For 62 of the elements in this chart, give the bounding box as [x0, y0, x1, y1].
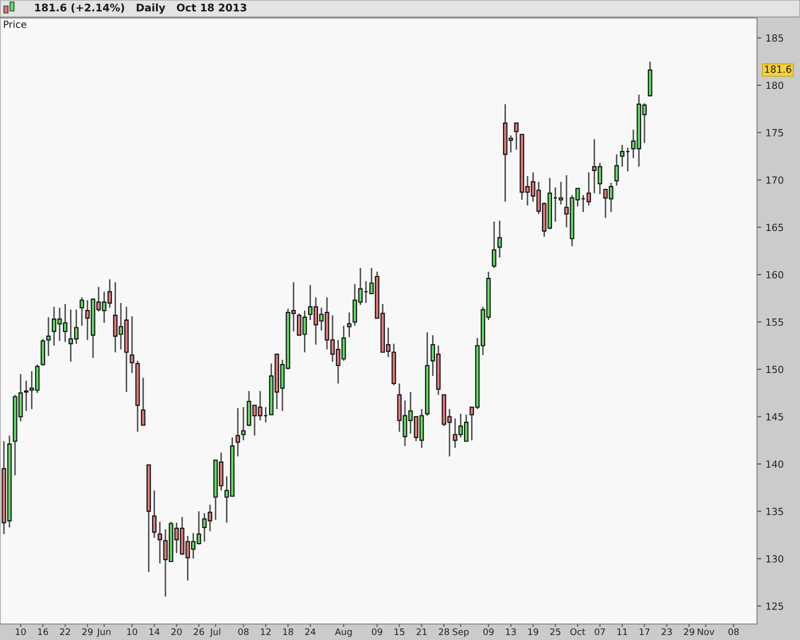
x-tick-label: 24 [305, 628, 316, 636]
x-tick-label: Jun [96, 628, 110, 637]
x-tick-label: 20 [171, 628, 182, 636]
x-tick-label: 10 [16, 628, 26, 636]
x-tick-label: 18 [283, 628, 294, 636]
y-tick-label: 180 [766, 82, 784, 90]
x-tick-label: 25 [550, 628, 560, 636]
x-tick-label: 28 [438, 628, 450, 636]
candlestick [497, 220, 502, 258]
candlestick [130, 316, 134, 374]
x-tick-label: 10 [127, 628, 138, 636]
candlestick [152, 490, 157, 539]
y-axis-title: Price [4, 20, 26, 28]
x-tick-label: 09 [372, 628, 382, 636]
candlestick [492, 220, 496, 269]
x-tick-label: Oct [570, 628, 586, 636]
y-tick-label: 150 [766, 366, 784, 374]
candlestick [614, 154, 619, 186]
y-tick-label: 175 [766, 129, 784, 136]
chart-title: 181.6 (+2.14%) Daily Oct 18 2013 [35, 3, 246, 14]
x-tick-label: Sep [452, 628, 469, 637]
candlestick [80, 296, 84, 326]
candlestick [241, 406, 246, 441]
x-tick-label: 11 [617, 628, 628, 636]
x-tick-label: 13 [506, 628, 516, 636]
y-tick-label: 135 [766, 508, 784, 516]
candlestick [140, 377, 146, 426]
candlestick [40, 338, 46, 366]
candlestick [236, 407, 240, 458]
x-tick-label: Nov [698, 628, 714, 636]
x-tick-label: 09 [483, 628, 494, 636]
y-tick-label: 185 [766, 34, 784, 42]
x-tick-label: 19 [528, 628, 538, 636]
y-tick-label: 155 [766, 318, 784, 326]
x-tick-label: 07 [594, 628, 605, 636]
y-tick-label: 145 [766, 413, 784, 420]
x-tick-label: Aug [334, 628, 352, 637]
x-tick-label: 22 [60, 628, 70, 636]
y-tick-label: 125 [766, 602, 784, 610]
x-tick-label: 29 [684, 628, 694, 636]
x-tick-label: 29 [82, 628, 93, 636]
text: 181.6 [765, 66, 792, 73]
x-tick-label: 16 [38, 628, 48, 636]
y-tick-label: 140 [766, 460, 784, 468]
x-tick-label: 21 [416, 628, 427, 636]
x-tick-label: 23 [662, 628, 672, 636]
x-tick-label: 14 [150, 628, 160, 636]
candlestick [347, 312, 352, 338]
candlestick [46, 316, 51, 357]
candlestick [514, 122, 519, 150]
x-tick-label: 17 [640, 628, 650, 636]
y-tick-label: 130 [766, 555, 784, 562]
candlestick [24, 380, 28, 412]
x-tick-label: 15 [394, 628, 404, 636]
x-tick-label: 26 [194, 628, 204, 636]
x-tick-label: 12 [260, 628, 271, 636]
x-tick-label: 08 [728, 628, 739, 636]
x-tick-label: Jul [210, 628, 220, 637]
y-tick-label: 160 [766, 271, 784, 278]
y-tick-label: 165 [766, 224, 784, 232]
y-tick-label: 170 [766, 176, 784, 184]
x-tick-label: 08 [238, 628, 249, 636]
